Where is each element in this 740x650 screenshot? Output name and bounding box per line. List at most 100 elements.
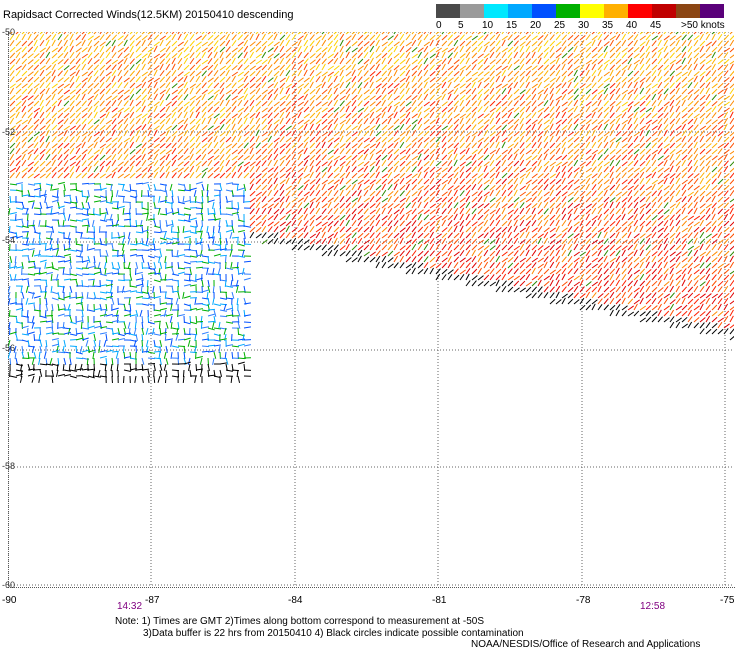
wind-vector	[153, 101, 160, 107]
wind-vector	[687, 202, 693, 209]
wind-vector	[249, 70, 256, 77]
wind-vector	[375, 124, 381, 131]
wind-vector	[597, 89, 604, 95]
wind-vector	[495, 32, 500, 35]
wind-vector	[597, 83, 604, 89]
wind-vector	[483, 213, 489, 221]
wind-vector	[411, 124, 417, 131]
wind-vector	[69, 82, 75, 89]
wind-vector	[507, 275, 514, 281]
wind-vector	[99, 199, 107, 203]
wind-vector	[21, 243, 29, 246]
wind-vector	[459, 32, 463, 35]
wind-vector	[381, 197, 389, 203]
wind-vector	[537, 153, 543, 161]
wind-vector	[393, 95, 400, 101]
wind-vector	[705, 214, 711, 221]
wind-vector	[627, 244, 634, 251]
wind-vector	[327, 142, 333, 149]
wind-vector	[369, 136, 376, 143]
wind-vector	[69, 249, 77, 252]
wind-vector	[111, 159, 117, 167]
wind-vector	[309, 32, 313, 35]
wind-vector	[633, 207, 639, 215]
wind-vector	[39, 69, 45, 77]
wind-vector	[339, 32, 343, 35]
wind-vector	[117, 130, 123, 137]
wind-vector	[333, 196, 339, 203]
wind-vector	[363, 220, 370, 227]
wind-vector	[465, 131, 472, 137]
wind-vector	[573, 178, 580, 185]
wind-vector	[597, 256, 604, 263]
wind-vector	[633, 249, 638, 257]
wind-vector	[651, 255, 657, 263]
wind-vector	[387, 213, 393, 221]
wind-vector	[429, 100, 436, 107]
wind-vector	[531, 106, 537, 113]
wind-vector	[99, 113, 106, 119]
wind-vector	[315, 47, 322, 53]
wind-vector	[357, 195, 362, 203]
wind-vector	[81, 88, 88, 95]
wind-vector	[369, 196, 375, 203]
wind-vector	[405, 183, 410, 191]
wind-vector	[417, 149, 424, 155]
wind-vector	[651, 274, 657, 281]
wind-vector	[537, 40, 543, 47]
wind-vector	[669, 94, 676, 101]
wind-vector	[339, 214, 346, 221]
wind-vector	[663, 261, 668, 269]
wind-vector	[567, 184, 573, 191]
wind-vector	[297, 219, 303, 227]
wind-vector	[99, 219, 107, 222]
wind-vector	[483, 238, 490, 245]
wind-vector	[561, 232, 567, 239]
wind-vector	[45, 247, 53, 251]
wind-vector	[573, 251, 581, 257]
wind-vector	[8, 207, 11, 215]
wind-vector	[453, 268, 459, 275]
wind-vector	[423, 125, 431, 131]
wind-vector	[447, 249, 453, 257]
wind-vector	[501, 203, 508, 209]
wind-vector	[255, 117, 261, 125]
wind-vector	[147, 117, 152, 125]
wind-vector	[393, 141, 399, 149]
wind-vector	[645, 136, 652, 143]
wind-vector	[417, 232, 424, 239]
wind-vector	[549, 161, 557, 167]
wind-vector	[207, 113, 214, 119]
wind-vector	[585, 101, 592, 107]
wind-vector	[399, 197, 407, 203]
wind-vector	[591, 226, 598, 233]
wind-vector	[177, 131, 185, 137]
wind-vector	[615, 137, 622, 143]
wind-vector	[483, 129, 489, 137]
wind-vector	[291, 123, 297, 131]
wind-vector	[519, 100, 526, 107]
wind-vector	[639, 35, 646, 41]
wind-vector	[483, 119, 490, 125]
wind-vector	[495, 52, 501, 59]
wind-vector	[627, 34, 634, 41]
wind-vector	[303, 45, 309, 53]
wind-vector	[537, 32, 541, 35]
wind-vector	[219, 183, 223, 191]
wind-vector	[45, 71, 52, 77]
wind-vector	[249, 130, 255, 137]
wind-vector	[699, 172, 705, 179]
wind-vector	[525, 197, 533, 203]
wind-vector	[375, 237, 381, 245]
wind-vector	[585, 41, 592, 47]
wind-vector	[549, 189, 554, 197]
wind-vector	[543, 191, 550, 197]
wind-vector	[399, 82, 406, 89]
wind-vector	[195, 32, 199, 35]
wind-vector	[657, 51, 662, 59]
wind-vector	[339, 89, 346, 95]
wind-vector	[525, 88, 531, 95]
wind-vector	[489, 213, 495, 221]
wind-vector	[573, 123, 579, 131]
wind-vector	[135, 173, 142, 179]
